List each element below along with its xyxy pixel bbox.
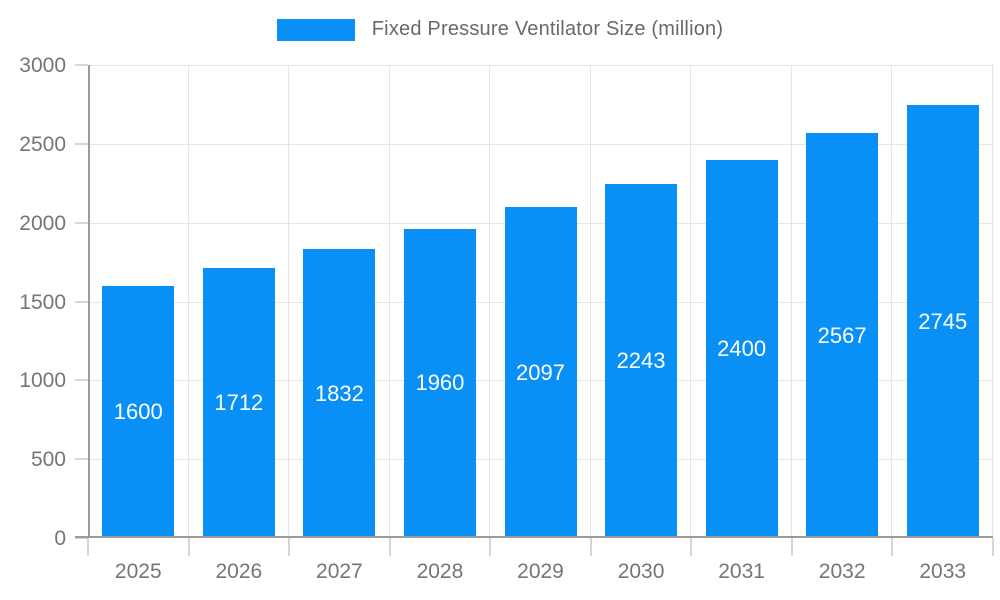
x-axis: 2025 2026 2027 2028 2029 2030 2031 2032 2033: [87, 538, 994, 600]
v-gridline: [891, 65, 893, 538]
bar-value-label: 2745: [918, 308, 968, 334]
v-gridline: [589, 65, 591, 538]
x-tick-label: 2028: [416, 560, 464, 583]
y-tick-label: 2500: [19, 132, 66, 156]
bar[interactable]: 2567: [806, 133, 879, 538]
h-gridline: [88, 65, 993, 66]
y-axis-line: [88, 65, 90, 538]
y-tick-mark: [75, 300, 88, 303]
x-axis-line: [75, 536, 993, 538]
x-tick-label: 2031: [718, 560, 765, 583]
x-tick-mark: [992, 538, 994, 556]
y-tick-label: 500: [30, 448, 66, 472]
x-tick-mark: [790, 538, 793, 556]
bar[interactable]: 1960: [403, 228, 476, 538]
x-tick-mark: [288, 538, 291, 556]
legend-swatch-icon: [276, 18, 355, 41]
legend[interactable]: Fixed Pressure Ventilator Size (million): [0, 18, 1000, 41]
x-tick-label: 2026: [215, 560, 263, 583]
x-tick-label: 2032: [818, 560, 866, 583]
bar-value-label: 2097: [516, 359, 565, 385]
v-gridline: [489, 65, 491, 538]
bar-value-label: 1960: [415, 370, 465, 396]
x-tick-mark: [388, 538, 391, 556]
v-gridline: [288, 65, 290, 538]
y-tick-label: 0: [54, 527, 66, 550]
x-tick-mark: [489, 538, 492, 556]
v-gridline: [790, 65, 792, 538]
bar-value-label: 2243: [616, 348, 666, 374]
bar[interactable]: 2400: [705, 159, 778, 538]
x-tick-mark: [87, 538, 89, 556]
plot-area: 1600 1712 1832 1960 2097 2243 2400 2567 2745: [75, 65, 993, 538]
x-tick-mark: [690, 538, 693, 556]
x-tick-label: 2025: [114, 560, 162, 583]
bar[interactable]: 1832: [303, 249, 376, 538]
y-tick-mark: [75, 64, 88, 66]
y-tick-label: 3000: [19, 54, 66, 77]
y-tick-label: 1500: [19, 290, 66, 314]
y-tick-mark: [75, 221, 88, 224]
bar-value-label: 2567: [817, 322, 867, 348]
x-tick-mark: [891, 538, 894, 556]
h-gridline: [88, 143, 993, 145]
y-tick-mark: [75, 458, 88, 461]
bar[interactable]: 2097: [504, 207, 577, 538]
y-tick-label: 1000: [19, 369, 66, 393]
y-axis: 0 500 1000 1500 2000 2500 3000: [0, 55, 88, 549]
bar-value-label: 1832: [314, 380, 364, 406]
v-gridline: [992, 65, 993, 538]
y-tick-label: 2000: [19, 211, 66, 235]
bar[interactable]: 2745: [906, 105, 979, 538]
bar-value-label: 1712: [214, 390, 264, 416]
y-tick-mark: [75, 379, 88, 382]
legend-label: Fixed Pressure Ventilator Size (million): [371, 18, 724, 40]
v-gridline: [187, 65, 189, 538]
y-tick-mark: [75, 537, 88, 539]
x-tick-label: 2033: [919, 560, 967, 583]
x-tick-label: 2030: [617, 560, 665, 583]
bar-value-label: 1600: [113, 398, 163, 424]
bar[interactable]: 1600: [102, 285, 175, 538]
x-tick-mark: [589, 538, 592, 556]
v-gridline: [690, 65, 692, 538]
bar[interactable]: 1712: [202, 268, 275, 538]
x-tick-label: 2027: [316, 560, 363, 583]
v-gridline: [388, 65, 390, 538]
x-tick-label: 2029: [517, 560, 564, 583]
x-tick-mark: [187, 538, 190, 556]
y-tick-mark: [75, 142, 88, 145]
bar[interactable]: 2243: [605, 184, 678, 538]
bar-value-label: 2400: [717, 335, 767, 361]
